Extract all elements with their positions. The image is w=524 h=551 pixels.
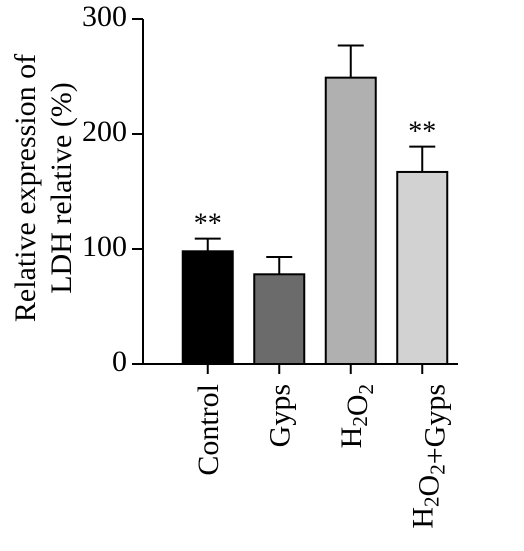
bar-h2o2-gyps: [396, 170, 449, 365]
y-tick-label: 100: [82, 230, 127, 263]
y-tick-label: 200: [82, 115, 127, 148]
y-tick-label: 300: [82, 0, 127, 33]
bar-control: [181, 250, 234, 365]
significance-marker: **: [194, 209, 222, 240]
y-axis-label: Relative expression of LDH relative (%): [9, 54, 78, 322]
x-axis: [143, 363, 458, 374]
bars: ** **: [181, 44, 449, 366]
bar-gyps: [253, 273, 306, 365]
x-tick-label: Gyps: [263, 384, 296, 447]
x-tick-labels: Control Gyps H2O2 H2O2+Gyps: [192, 384, 452, 529]
y-axis: 0 100 200 300: [82, 0, 144, 378]
x-tick-label: H2O2+Gyps: [406, 384, 451, 529]
x-tick-label: Control: [192, 384, 225, 476]
y-tick-label: 0: [112, 345, 127, 378]
y-axis-label-line-1: Relative expression of: [9, 54, 42, 322]
significance-marker: **: [408, 117, 436, 148]
x-tick-label: H2O2: [335, 384, 378, 448]
bar-h2o2: [324, 76, 377, 366]
y-axis-label-line-2: LDH relative (%): [45, 82, 78, 294]
